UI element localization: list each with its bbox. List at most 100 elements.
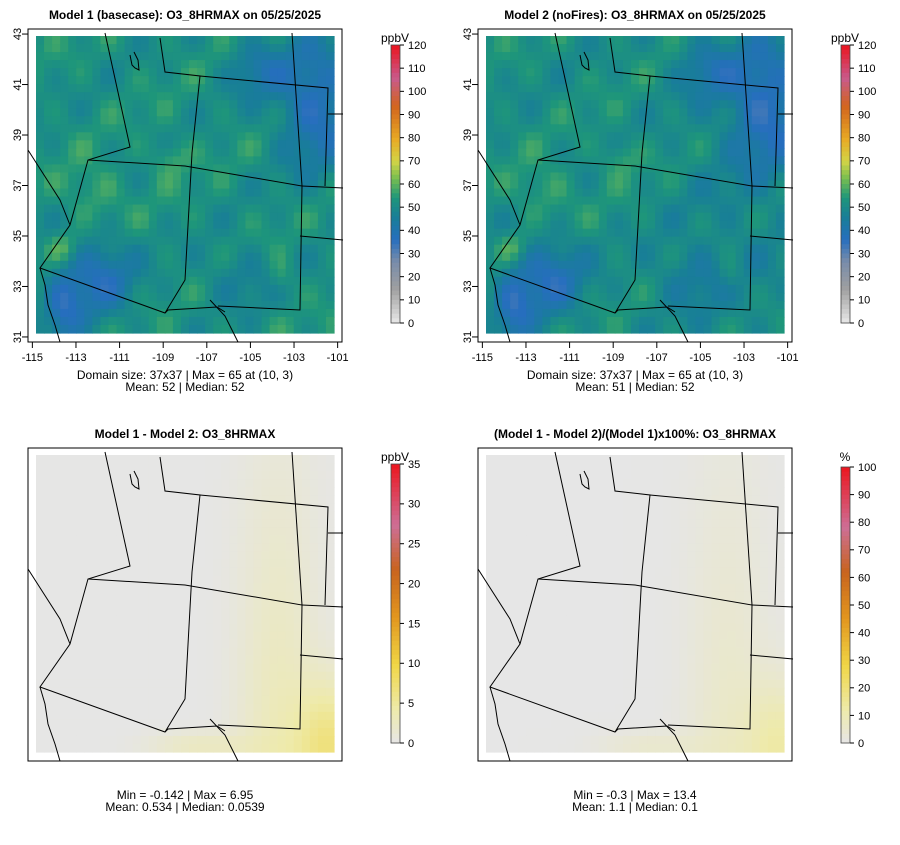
grid-cell <box>100 172 109 181</box>
grid-cell <box>712 76 721 85</box>
grid-cell <box>647 108 656 117</box>
grid-cell <box>502 559 511 568</box>
grid-cell <box>752 205 761 214</box>
grid-cell <box>647 559 656 568</box>
grid-cell <box>728 92 737 101</box>
grid-cell <box>736 543 745 552</box>
grid-cell <box>703 479 712 488</box>
grid-cell <box>591 309 600 318</box>
grid-cell <box>133 92 142 101</box>
grid-cell <box>262 221 271 230</box>
grid-cell <box>703 84 712 93</box>
grid-cell <box>502 84 511 93</box>
grid-cell <box>655 261 664 270</box>
grid-cell <box>760 261 769 270</box>
grid-cell <box>728 479 737 488</box>
grid-cell <box>583 156 592 165</box>
grid-cell <box>687 100 696 109</box>
colorbar-segment <box>391 497 400 502</box>
grid-cell <box>237 583 246 592</box>
grid-cell <box>213 608 222 617</box>
grid-cell <box>262 293 271 302</box>
grid-cell <box>720 455 729 464</box>
grid-cell <box>679 60 688 69</box>
grid-cell <box>567 245 576 254</box>
grid-cell <box>84 36 93 45</box>
grid-cell <box>486 100 495 109</box>
grid-cell <box>157 164 166 173</box>
grid-cell <box>68 60 77 69</box>
grid-cell <box>318 84 327 93</box>
grid-cell <box>615 140 624 149</box>
grid-cell <box>100 301 109 310</box>
grid-cell <box>84 301 93 310</box>
grid-cell <box>221 52 230 61</box>
grid-cell <box>149 261 158 270</box>
colorbar-segment <box>391 473 400 478</box>
grid-cell <box>655 317 664 326</box>
grid-cell <box>550 455 559 464</box>
grid-cell <box>655 245 664 254</box>
grid-cell <box>760 148 769 157</box>
grid-cell <box>213 189 222 198</box>
grid-cell <box>173 245 182 254</box>
grid-cell <box>52 559 61 568</box>
grid-cell <box>125 325 134 334</box>
grid-cell <box>534 261 543 270</box>
grid-cell <box>229 205 238 214</box>
grid-cell <box>752 108 761 117</box>
grid-cell <box>542 463 551 472</box>
colorbar-segment <box>391 124 400 129</box>
grid-cell <box>768 140 777 149</box>
grid-cell <box>149 140 158 149</box>
grid-cell <box>100 108 109 117</box>
grid-cell <box>575 213 584 222</box>
grid-cell <box>68 172 77 181</box>
grid-cell <box>591 519 600 528</box>
grid-cell <box>149 640 158 649</box>
grid-cell <box>695 527 704 536</box>
grid-cell <box>229 180 238 189</box>
grid-cell <box>679 527 688 536</box>
grid-cell <box>229 60 238 69</box>
grid-cell <box>278 325 287 334</box>
grid-cell <box>213 52 222 61</box>
grid-cell <box>229 124 238 133</box>
grid-cell <box>302 44 311 53</box>
grid-cell <box>510 543 519 552</box>
grid-cell <box>237 471 246 480</box>
grid-cell <box>157 503 166 512</box>
grid-cell <box>712 285 721 294</box>
grid-cell <box>599 221 608 230</box>
grid-cell <box>213 688 222 697</box>
grid-cell <box>526 100 535 109</box>
grid-cell <box>270 140 279 149</box>
grid-cell <box>542 471 551 480</box>
grid-cell <box>165 744 174 753</box>
grid-cell <box>108 575 117 584</box>
grid-cell <box>752 487 761 496</box>
grid-cell <box>518 301 527 310</box>
grid-cell <box>736 108 745 117</box>
grid-cell <box>575 84 584 93</box>
grid-cell <box>173 92 182 101</box>
grid-cell <box>237 728 246 737</box>
grid-cell <box>607 84 616 93</box>
grid-cell <box>221 575 230 584</box>
grid-cell <box>141 140 150 149</box>
grid-cell <box>197 132 206 141</box>
grid-cell <box>631 503 640 512</box>
grid-cell <box>92 640 101 649</box>
grid-cell <box>302 551 311 560</box>
grid-cell <box>189 44 198 53</box>
grid-cell <box>720 543 729 552</box>
grid-cell <box>181 156 190 165</box>
colorbar-tick-label: 90 <box>858 109 870 121</box>
grid-cell <box>583 245 592 254</box>
grid-cell <box>100 535 109 544</box>
panel-title: Model 2 (noFires): O3_8HRMAX on 05/25/20… <box>504 8 766 22</box>
grid-cell <box>326 648 335 657</box>
grid-cell <box>117 455 126 464</box>
grid-cell <box>278 124 287 133</box>
